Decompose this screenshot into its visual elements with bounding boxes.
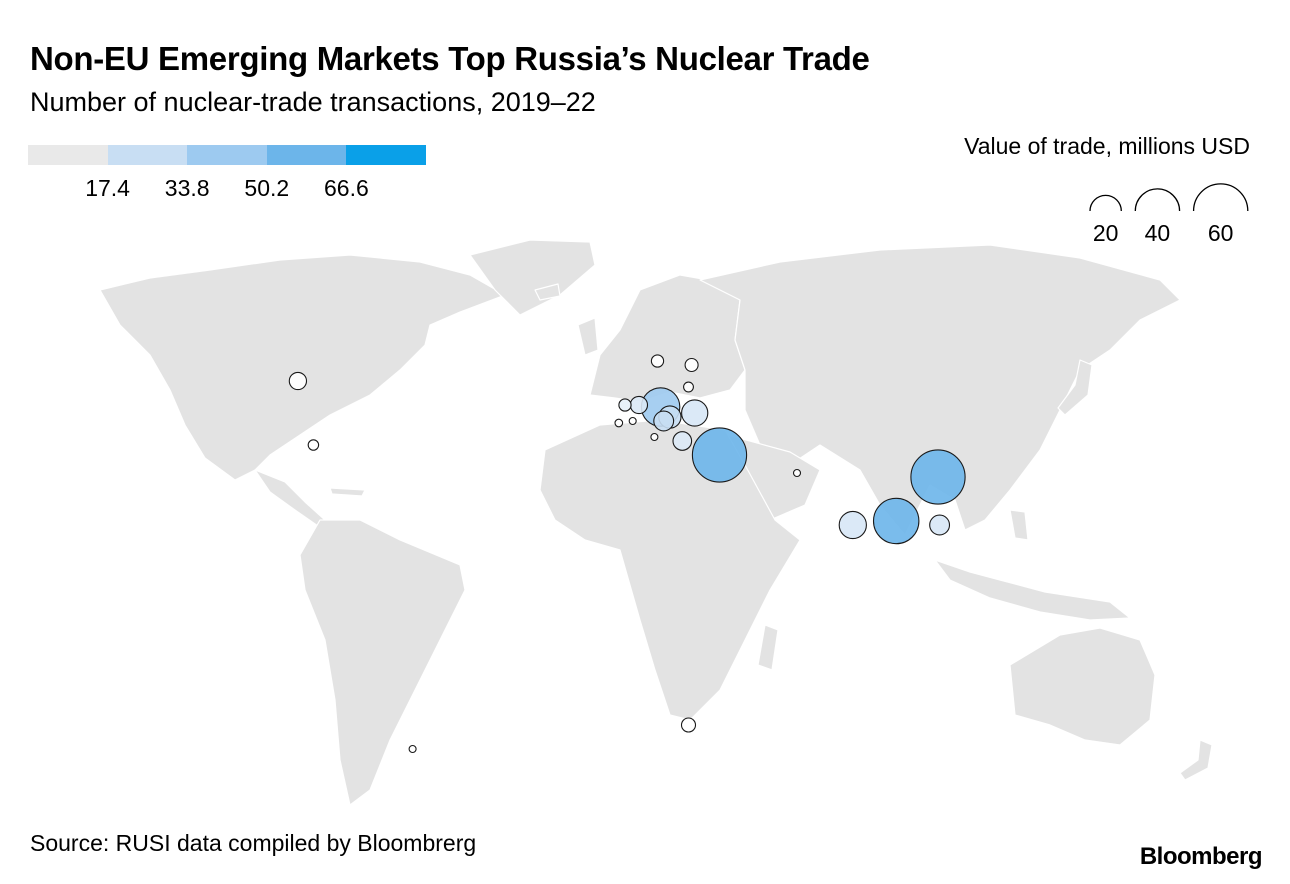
color-legend-swatch (346, 145, 426, 165)
world-map (99, 239, 1213, 806)
trade-bubble (653, 410, 675, 432)
trade-bubble (408, 744, 417, 754)
landmass-caribbean (329, 487, 366, 497)
trade-bubble (681, 399, 709, 427)
landmass-new-zealand (1179, 739, 1213, 781)
landmass-europe (589, 274, 746, 403)
size-legend-label: 20 (1093, 220, 1119, 246)
chart-subtitle: Number of nuclear-trade transactions, 20… (30, 87, 596, 117)
landmass-madagascar (757, 624, 779, 671)
trade-bubble (307, 439, 320, 451)
trade-bubble (872, 497, 920, 545)
color-legend-tick: 33.8 (164, 175, 210, 201)
trade-bubble (792, 468, 802, 478)
trade-bubble (680, 717, 697, 733)
land-masses (99, 239, 1213, 806)
landmass-indonesia (934, 559, 1131, 621)
landmass-asia (699, 244, 1181, 536)
color-legend-swatch (266, 145, 347, 165)
trade-bubble (691, 427, 748, 483)
chart-title: Non-EU Emerging Markets Top Russia’s Nuc… (30, 40, 870, 77)
size-legend: Value of trade, millions USD 20 40 60 (890, 133, 1250, 253)
landmass-north-america (99, 254, 506, 481)
color-legend-tick: 17.4 (85, 175, 130, 201)
trade-bubble (672, 431, 693, 451)
size-legend-symbols: 20 40 60 (1089, 183, 1249, 246)
size-legend-label: 40 (1145, 220, 1171, 246)
landmass-greenland (469, 239, 596, 316)
trade-bubble (614, 418, 624, 428)
trade-bubble (618, 398, 632, 412)
color-legend-swatch (28, 145, 108, 165)
trade-bubble (650, 354, 665, 368)
trade-bubbles (288, 354, 966, 754)
trade-bubble (929, 514, 951, 536)
size-legend-label: 60 (1208, 220, 1234, 246)
landmass-australia (1009, 627, 1156, 746)
landmass-uk (577, 317, 599, 356)
color-legend: 17.4 33.8 50.2 66.6 (28, 145, 428, 203)
landmass-south-america (299, 519, 466, 806)
trade-bubble (629, 395, 649, 415)
trade-bubble (650, 432, 659, 442)
size-legend-title: Value of trade, millions USD (964, 133, 1250, 159)
color-legend-tick: 50.2 (244, 175, 290, 201)
color-legend-swatch (107, 145, 188, 165)
trade-bubble (684, 357, 699, 373)
trade-bubble (838, 510, 867, 540)
landmass-japan (1057, 359, 1093, 416)
size-legend-symbol (1089, 194, 1122, 212)
color-legend-bar (28, 145, 426, 165)
bloomberg-logo: Bloomberg (1139, 843, 1263, 870)
trade-bubble (683, 381, 694, 393)
trade-bubble (910, 449, 966, 505)
source-note: Source: RUSI data compiled by Bloombrerg (30, 830, 477, 856)
trade-bubble (288, 371, 308, 391)
color-legend-swatch (187, 145, 267, 165)
landmass-central-america (254, 469, 326, 527)
size-legend-symbol (1192, 183, 1249, 212)
landmass-philippines (1009, 509, 1029, 541)
size-legend-symbol (1134, 188, 1181, 212)
color-legend-tick: 66.6 (324, 175, 369, 201)
landmass-iceland (534, 283, 561, 301)
color-legend-ticks: 17.4 33.8 50.2 66.6 (28, 165, 428, 201)
trade-bubble (628, 416, 637, 426)
